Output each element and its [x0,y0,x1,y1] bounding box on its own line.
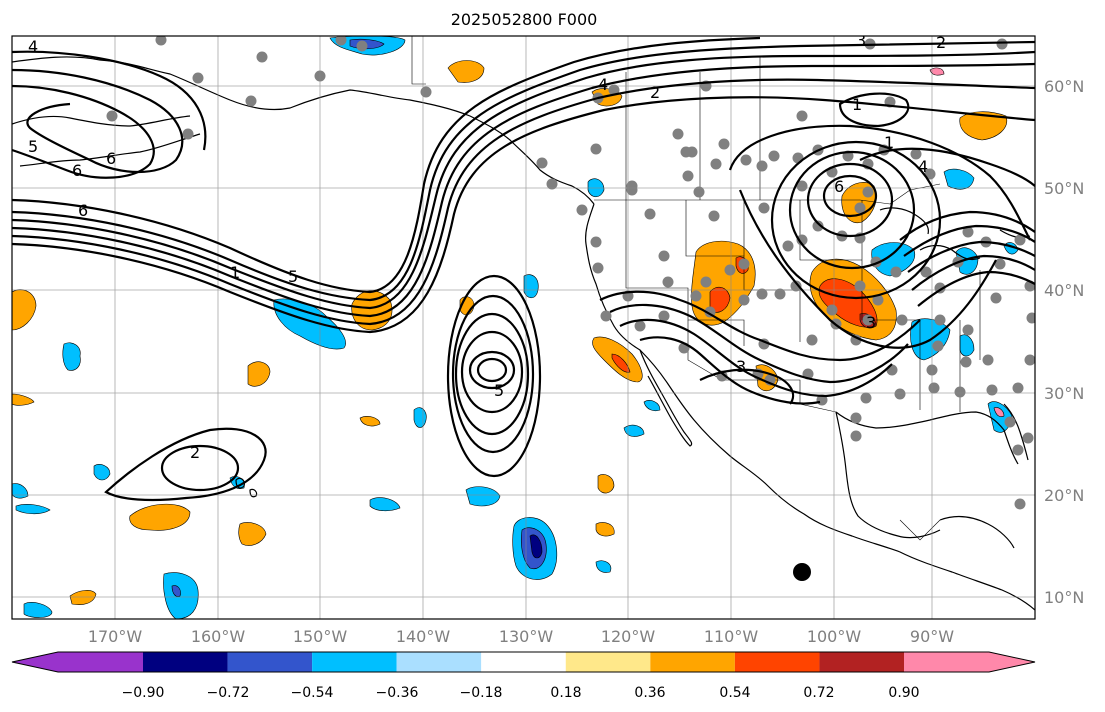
contour-labels: 4 5 6 6 6 5 1 2 3 4 5 1 2 3 1 4 6 3 2 [28,31,946,462]
colorbar-tick-label: −0.90 [122,685,165,701]
colorbar-segment [565,652,651,672]
lon-label: 140°W [396,627,451,646]
contour-label: 2 [650,83,660,102]
contour-label: 4 [598,75,608,94]
lon-label: 120°W [601,627,656,646]
colorbar-segment [734,652,820,672]
colorbar-tick-label: −0.54 [291,685,334,701]
map-title: 2025052800 F000 [450,10,598,29]
colorbar-segment [904,652,989,672]
longitude-labels: 170°W 160°W 150°W 140°W 130°W 120°W 110°… [88,627,954,646]
lat-label: 50°N [1044,179,1084,198]
colorbar-segment [650,652,735,672]
lon-label: 110°W [704,627,759,646]
colorbar-tick-label: −0.36 [376,685,419,701]
lon-label: 90°W [910,627,954,646]
colorbar-tick-label: 0.36 [634,685,665,701]
colorbar-tick-label: −0.72 [207,685,250,701]
colorbar-segment [227,652,313,672]
lon-label: 160°W [191,627,246,646]
contour-label: 6 [78,201,88,220]
colorbar-segment [396,652,482,672]
contour-label: 5 [494,381,504,400]
height-contours [12,36,1035,502]
colorbar-segment [143,652,228,672]
colorbar-segment [481,652,566,672]
latitude-labels: 60°N 50°N 40°N 30°N 20°N 10°N [1044,77,1084,607]
lat-label: 60°N [1044,77,1084,96]
colorbar-extend-max [989,652,1035,672]
contour-label: 2 [190,443,200,462]
colorbar-segment [58,652,143,672]
lon-label: 130°W [499,627,554,646]
colorbar [11,651,1036,673]
lat-label: 30°N [1044,384,1084,403]
coastlines [12,56,1035,611]
contour-label: 2 [936,33,946,52]
contour-label: 1 [852,95,862,114]
contour-label: 3 [736,357,746,376]
lat-label: 20°N [1044,486,1084,505]
contour-label: 6 [72,161,82,180]
colorbar-tick-label: 0.54 [719,685,750,701]
colorbar-segment [819,652,904,672]
contour-label: 3 [856,31,866,50]
contour-label: 4 [28,37,38,56]
colorbar-extend-min [12,652,58,672]
colorbar-tick-label: −0.18 [460,685,503,701]
colorbar-tick-label: 0.90 [888,685,919,701]
black-station-marker [793,563,811,581]
contour-label: 5 [28,137,38,156]
colorbar-tick-label: 0.72 [803,685,834,701]
colorbar-outline [11,651,1036,673]
lon-label: 150°W [293,627,348,646]
lat-label: 40°N [1044,281,1084,300]
contour-label: 4 [918,157,928,176]
colorbar-tick-label: 0.18 [550,685,581,701]
map-frame [11,35,1036,620]
lon-label: 170°W [88,627,143,646]
contour-label: 3 [866,313,876,332]
contour-label: 6 [106,149,116,168]
contour-label: 6 [834,177,844,196]
contour-label: 5 [288,267,298,286]
contour-label: 1 [230,263,240,282]
colorbar-segment [312,652,397,672]
colorbar-labels: −0.90 −0.72 −0.54 −0.36 −0.18 0.18 0.36 … [122,685,920,701]
graticule [12,36,1035,619]
contour-label: 1 [884,133,894,152]
lon-label: 100°W [807,627,862,646]
lat-label: 10°N [1044,588,1084,607]
